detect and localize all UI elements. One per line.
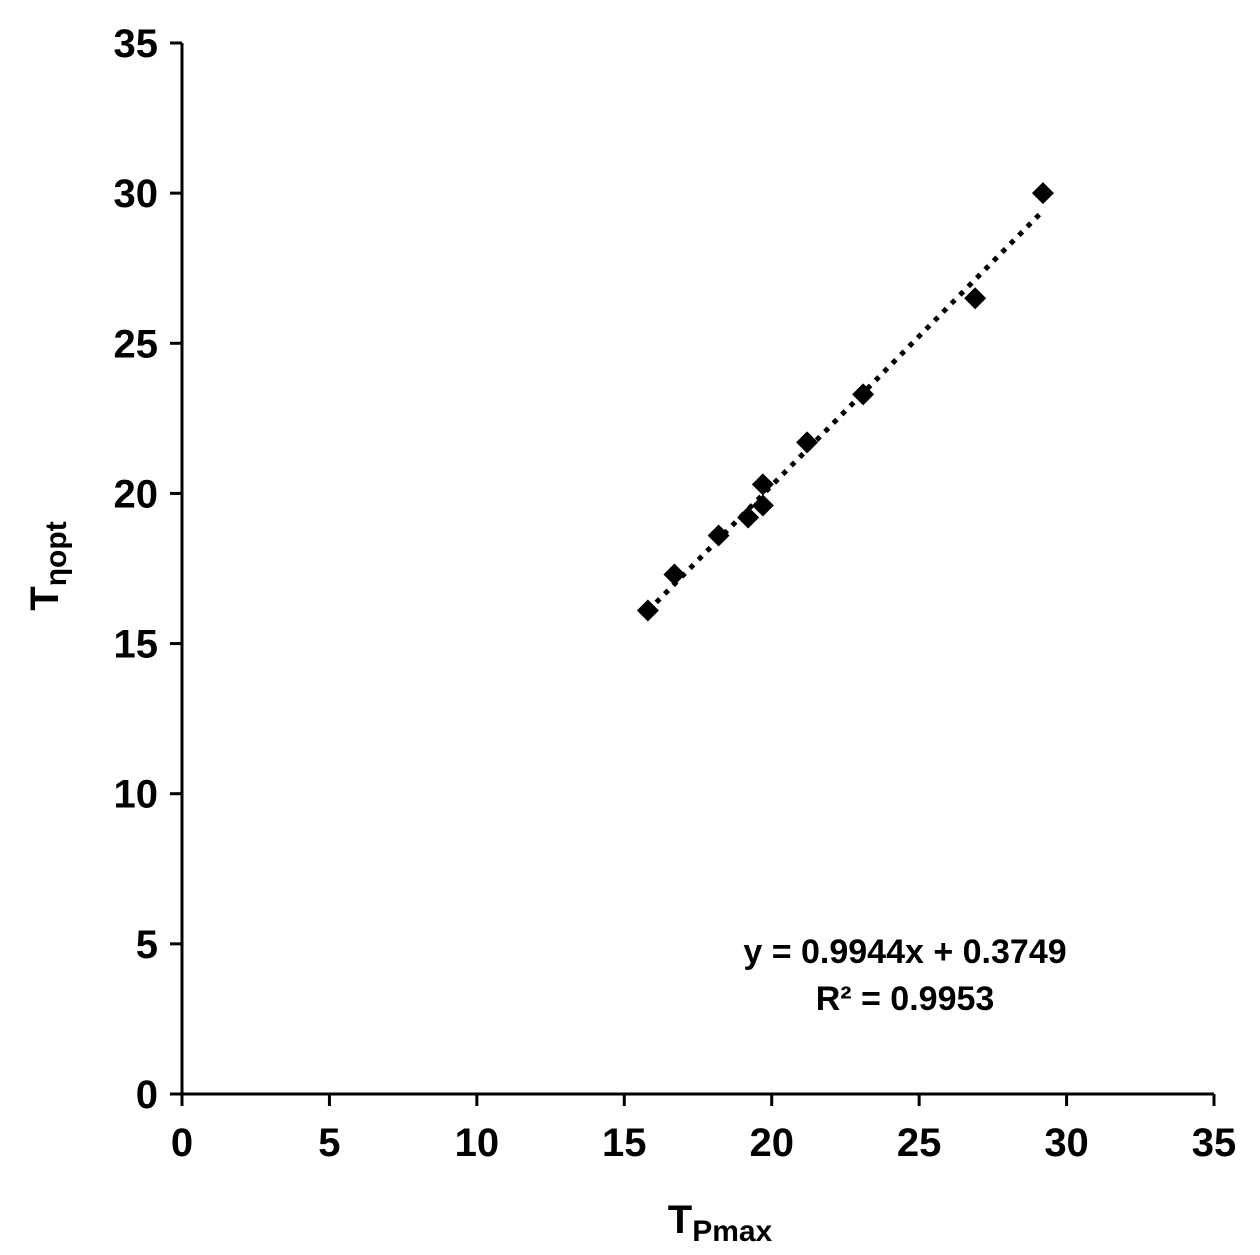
x-tick-label: 20 — [749, 1121, 794, 1165]
y-tick-label: 15 — [114, 623, 159, 667]
y-axis: 0 5 10 15 20 25 30 35 — [114, 22, 184, 1117]
x-tick-label: 25 — [897, 1121, 942, 1165]
y-axis-title-main: T — [23, 586, 67, 610]
x-tick-label: 0 — [171, 1121, 193, 1165]
y-tick-label: 25 — [114, 322, 159, 366]
y-tick-label: 30 — [114, 172, 159, 216]
y-tick-label: 10 — [114, 773, 159, 817]
y-axis-title: Tηopt — [23, 521, 73, 610]
trendline — [646, 209, 1045, 613]
y-tick-label: 20 — [114, 472, 159, 516]
data-point — [1031, 182, 1054, 205]
data-point — [737, 506, 760, 529]
x-tick-label: 10 — [455, 1121, 500, 1165]
data-point — [636, 599, 659, 622]
x-axis-title: TPmax — [668, 1198, 773, 1248]
y-tick-label: 5 — [136, 923, 158, 967]
trendline-equation: y = 0.9944x + 0.3749 — [743, 933, 1066, 971]
x-tick-label: 5 — [318, 1121, 340, 1165]
y-tick-label: 35 — [114, 22, 159, 66]
data-point — [707, 524, 730, 547]
x-tick-label: 35 — [1192, 1121, 1237, 1165]
data-point — [964, 287, 987, 310]
trendline-path — [646, 209, 1045, 613]
x-axis: 0 5 10 15 20 25 30 35 — [171, 1092, 1237, 1165]
x-axis-title-sub: Pmax — [692, 1215, 772, 1248]
x-tick-label: 15 — [602, 1121, 647, 1165]
data-point — [852, 383, 875, 406]
data-point — [663, 563, 686, 586]
data-point — [751, 473, 774, 496]
y-axis-title-sub: ηopt — [40, 521, 73, 586]
data-point — [796, 431, 819, 454]
data-point — [751, 494, 774, 517]
y-tick-label: 0 — [136, 1073, 158, 1117]
x-axis-title-main: T — [668, 1198, 692, 1242]
x-tick-label: 30 — [1044, 1121, 1089, 1165]
r-squared-label: R² = 0.9953 — [816, 980, 995, 1018]
data-points — [636, 182, 1054, 622]
